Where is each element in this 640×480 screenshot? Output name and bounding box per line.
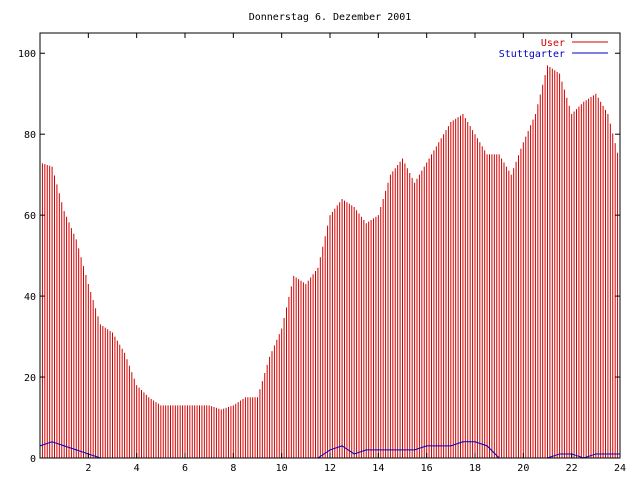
y-tick-label: 20 xyxy=(24,373,36,384)
x-tick-label: 12 xyxy=(324,463,336,474)
x-tick-label: 16 xyxy=(421,463,433,474)
stuttgarter-point xyxy=(341,445,343,447)
stuttgarter-point xyxy=(353,453,355,455)
stuttgarter-point xyxy=(75,449,77,451)
stuttgarter-point xyxy=(438,445,440,447)
y-tick-label: 60 xyxy=(24,211,36,222)
stuttgarter-point xyxy=(474,441,476,443)
stuttgarter-point xyxy=(51,441,53,443)
stuttgarter-point xyxy=(329,449,331,451)
stuttgarter-point xyxy=(558,453,561,455)
stuttgarter-point xyxy=(450,445,452,447)
stuttgarter-point xyxy=(389,449,392,451)
x-tick-label: 8 xyxy=(230,463,236,474)
x-tick-label: 20 xyxy=(517,463,529,474)
x-tick-label: 2 xyxy=(85,463,91,474)
stuttgarter-point xyxy=(462,441,464,443)
x-tick-label: 18 xyxy=(469,463,481,474)
chart-title: Donnerstag 6. Dezember 2001 xyxy=(249,12,412,23)
x-tick-label: 4 xyxy=(134,463,140,474)
stuttgarter-point xyxy=(401,449,404,451)
x-axis: 2 4 6 8 10 12 14 16 18 20 22 24 xyxy=(85,33,626,474)
stuttgarter-point xyxy=(377,449,379,451)
legend: User Stuttgarter xyxy=(499,38,608,60)
stuttgarter-point xyxy=(426,445,428,447)
stuttgarter-point xyxy=(595,453,597,455)
y-tick-label: 100 xyxy=(18,49,36,60)
x-tick-label: 14 xyxy=(372,463,384,474)
stuttgarter-point xyxy=(486,445,488,447)
legend-user-label: User xyxy=(541,38,565,49)
stuttgarter-point xyxy=(365,449,367,451)
y-tick-label: 80 xyxy=(24,130,36,141)
stuttgarter-point xyxy=(607,453,609,455)
y-tick-label: 0 xyxy=(30,454,36,465)
x-tick-label: 6 xyxy=(182,463,188,474)
x-tick-label: 24 xyxy=(614,463,626,474)
y-axis: 0 20 40 60 80 100 xyxy=(18,49,620,465)
y-tick-label: 40 xyxy=(24,292,36,303)
stuttgarter-point xyxy=(413,449,416,451)
user-bars xyxy=(39,65,621,458)
stuttgarter-point xyxy=(63,445,65,447)
legend-stuttgarter-label: Stuttgarter xyxy=(499,49,565,60)
x-tick-label: 22 xyxy=(566,463,578,474)
x-tick-label: 10 xyxy=(276,463,288,474)
